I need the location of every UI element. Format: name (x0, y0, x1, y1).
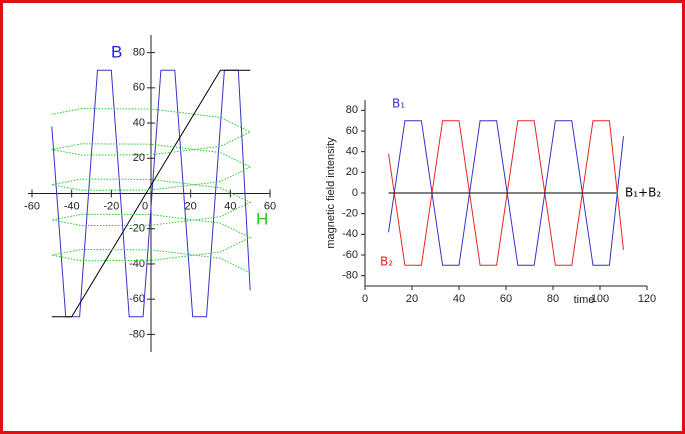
x-tick-label: 80 (547, 293, 559, 305)
series-label: B₁ (392, 97, 405, 111)
x-tick-label: -40 (64, 200, 80, 212)
y-tick-label: -40 (342, 228, 358, 240)
y-tick-label: 80 (133, 47, 145, 59)
y-tick-label: 20 (133, 152, 145, 164)
x-tick-label: -20 (103, 200, 119, 212)
y-axis-label: magnetic field intensity (325, 137, 337, 249)
x-tick-label: 40 (224, 200, 236, 212)
y-tick-label: 40 (346, 146, 358, 158)
y-tick-label: -60 (342, 249, 358, 261)
series-line (51, 108, 252, 274)
y-tick-label: -80 (342, 270, 358, 282)
x-tick-label: 120 (638, 293, 656, 305)
series-label: B₁+B₂ (625, 186, 661, 200)
x-tick-label: -60 (24, 200, 40, 212)
series-label: B₂ (380, 255, 393, 269)
y-tick-label: -60 (129, 293, 145, 305)
x-tick-label: 20 (185, 200, 197, 212)
x-tick-label: 0 (362, 293, 368, 305)
x-tick-label: 60 (500, 293, 512, 305)
y-tick-label: 80 (346, 104, 358, 116)
y-tick-label: -40 (129, 258, 145, 270)
y-tick-label: 0 (352, 187, 358, 199)
y-tick-label: 60 (133, 82, 145, 94)
x-tick-label: 40 (453, 293, 465, 305)
x-tick-label: 60 (264, 200, 276, 212)
x-tick-label: 20 (406, 293, 418, 305)
y-axis-label: B (111, 42, 122, 61)
y-tick-label: 40 (133, 117, 145, 129)
x-axis-label: H (256, 209, 268, 228)
series-line (51, 69, 251, 318)
y-tick-label: 60 (346, 125, 358, 137)
x-tick-label: 100 (591, 293, 609, 305)
series-line (51, 69, 251, 318)
x-axis-label: time (574, 294, 595, 306)
y-tick-label: -20 (342, 208, 358, 220)
x-tick-label: 0 (142, 200, 148, 212)
y-tick-label: -80 (129, 328, 145, 340)
y-tick-label: -20 (129, 223, 145, 235)
y-tick-label: 20 (346, 166, 358, 178)
